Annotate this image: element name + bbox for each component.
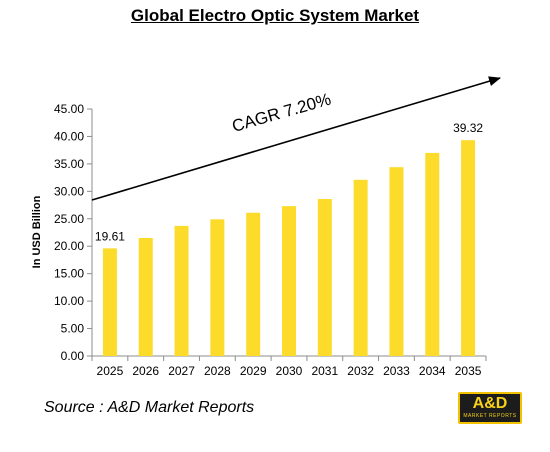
data-label-last: 39.32	[453, 121, 483, 135]
bar-2031	[317, 199, 332, 356]
cagr-annotation: CAGR 7.20%	[230, 90, 333, 136]
x-tick-label: 2027	[168, 364, 195, 378]
bars	[102, 140, 476, 356]
y-tick-label: 0.00	[61, 349, 85, 363]
y-tick-label: 20.00	[54, 239, 84, 253]
x-tick-label: 2035	[455, 364, 482, 378]
x-tick-label: 2030	[276, 364, 303, 378]
y-tick-label: 30.00	[54, 184, 84, 198]
chart-title: Global Electro Optic System Market	[130, 6, 420, 25]
x-tick-label: 2026	[132, 364, 159, 378]
bar-2032	[353, 179, 368, 356]
x-tick-label: 2025	[97, 364, 124, 378]
y-axis-label: In USD Billion	[31, 195, 43, 268]
bar-2028	[210, 219, 225, 356]
x-tick-label: 2028	[204, 364, 231, 378]
logo-subtext: MARKET REPORTS	[463, 413, 517, 419]
bar-2025	[102, 248, 117, 356]
bar-2027	[174, 225, 189, 356]
y-tick-label: 10.00	[54, 294, 84, 308]
bar-2034	[425, 152, 440, 356]
x-axis: 2025 2026 2027 2028 2029 2030 2031 2032 2033 2034…	[91, 355, 487, 378]
x-tick-label: 2032	[347, 364, 374, 378]
y-tick-label: 35.00	[54, 157, 84, 171]
y-tick-label: 5.00	[61, 322, 85, 336]
x-tick-label: 2029	[240, 364, 267, 378]
bar-2030	[282, 206, 296, 356]
data-label-first: 19.61	[95, 229, 125, 243]
y-axis: 0.00 5.00 10.00 15.00 20.00 25.00 30.00 35.00 40…	[54, 102, 93, 363]
company-logo: A&D MARKET REPORTS	[458, 392, 522, 424]
y-tick-label: 45.00	[54, 102, 84, 116]
data-labels: 19.61 39.32	[95, 121, 484, 243]
x-tick-label: 2034	[419, 364, 446, 378]
y-tick-label: 25.00	[54, 212, 84, 226]
bar-2033	[389, 167, 404, 356]
source-note: Source : A&D Market Reports	[44, 399, 255, 416]
y-tick-label: 15.00	[54, 267, 84, 281]
x-tick-label: 2033	[383, 364, 410, 378]
y-tick-label: 40.00	[54, 129, 84, 143]
bar-2026	[138, 237, 153, 356]
logo-text: A&D	[472, 395, 508, 412]
x-tick-label: 2031	[311, 364, 338, 378]
cagr-trend-arrow	[91, 76, 501, 201]
bar-2035	[461, 140, 476, 356]
bar-2029	[246, 212, 261, 356]
